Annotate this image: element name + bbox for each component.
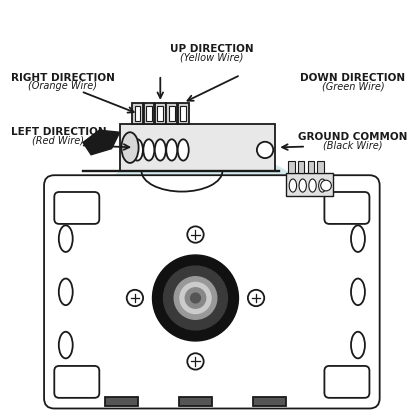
Ellipse shape <box>309 179 316 192</box>
Text: (Orange Wire): (Orange Wire) <box>28 81 97 92</box>
Ellipse shape <box>59 278 73 305</box>
Bar <box>178 103 189 124</box>
Text: (Red Wire): (Red Wire) <box>32 136 84 146</box>
Bar <box>298 161 304 173</box>
Bar <box>166 103 177 124</box>
Ellipse shape <box>299 179 307 192</box>
Circle shape <box>321 180 331 191</box>
Circle shape <box>187 353 204 370</box>
Text: GROUND COMMON: GROUND COMMON <box>298 132 408 142</box>
Text: LEFT DIRECTION: LEFT DIRECTION <box>10 127 106 137</box>
Bar <box>253 396 286 406</box>
Bar <box>180 106 186 121</box>
Ellipse shape <box>132 139 143 160</box>
Text: (Green Wire): (Green Wire) <box>322 81 384 92</box>
Bar <box>169 106 175 121</box>
Ellipse shape <box>178 139 189 160</box>
Ellipse shape <box>166 139 177 160</box>
Ellipse shape <box>59 332 73 358</box>
Circle shape <box>180 282 211 314</box>
Circle shape <box>191 293 200 303</box>
Ellipse shape <box>143 139 155 160</box>
FancyBboxPatch shape <box>54 366 99 398</box>
Text: (Yellow Wire): (Yellow Wire) <box>180 53 244 63</box>
Bar <box>179 396 212 406</box>
Circle shape <box>152 255 239 341</box>
Ellipse shape <box>289 179 297 192</box>
Bar <box>134 106 140 121</box>
Circle shape <box>127 290 143 306</box>
Bar <box>286 173 333 196</box>
Ellipse shape <box>155 139 166 160</box>
Bar <box>144 103 154 124</box>
Circle shape <box>248 290 264 306</box>
Bar <box>158 106 163 121</box>
Ellipse shape <box>351 226 365 252</box>
Circle shape <box>185 288 206 308</box>
Bar <box>120 124 275 171</box>
Text: (Black Wire): (Black Wire) <box>323 141 383 151</box>
FancyBboxPatch shape <box>44 175 380 409</box>
FancyBboxPatch shape <box>324 366 370 398</box>
Ellipse shape <box>351 278 365 305</box>
Text: RIGHT DIRECTION: RIGHT DIRECTION <box>10 73 114 83</box>
Text: J: J <box>151 186 199 283</box>
Circle shape <box>187 226 204 243</box>
FancyBboxPatch shape <box>54 192 99 224</box>
Circle shape <box>257 142 273 158</box>
Ellipse shape <box>351 332 365 358</box>
Ellipse shape <box>319 179 326 192</box>
Text: DOWN DIRECTION: DOWN DIRECTION <box>300 73 406 83</box>
Bar <box>318 161 324 173</box>
Circle shape <box>174 277 217 319</box>
Bar <box>132 103 143 124</box>
Bar <box>146 106 152 121</box>
Circle shape <box>163 266 227 330</box>
Ellipse shape <box>121 132 139 163</box>
Bar <box>307 161 314 173</box>
Bar <box>105 396 138 406</box>
Text: UP DIRECTION: UP DIRECTION <box>170 44 254 54</box>
Ellipse shape <box>59 226 73 252</box>
Bar <box>155 103 165 124</box>
Bar <box>288 161 294 173</box>
Text: B: B <box>194 190 278 287</box>
FancyBboxPatch shape <box>324 192 370 224</box>
Polygon shape <box>83 130 120 155</box>
